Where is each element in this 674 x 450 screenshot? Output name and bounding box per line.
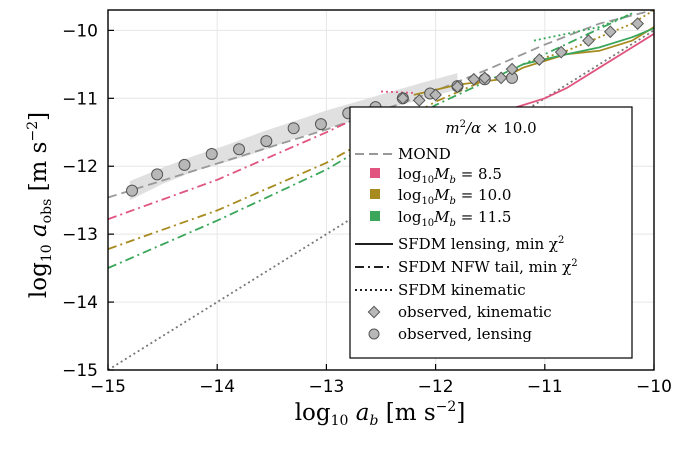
legend-observed-kinematic-marker <box>367 305 381 319</box>
legend-mb100-swatch <box>370 189 380 199</box>
legend-title: m2/α × 10.0 <box>445 119 536 137</box>
observed-kinematic-point <box>582 34 595 47</box>
observed-kinematic-point <box>494 71 508 85</box>
series-11-5-nfw-tail <box>107 12 633 269</box>
x-tick-label: −11 <box>527 377 563 397</box>
y-tick-label: −14 <box>62 293 98 313</box>
observed-kinematic-point <box>451 80 464 94</box>
legend-box <box>349 106 633 359</box>
legend-observed-lensing-marker <box>368 328 380 340</box>
y-tick-label: −11 <box>62 89 98 109</box>
observed-kinematic-point <box>478 71 492 85</box>
x-tick-label: −14 <box>199 377 235 397</box>
observed-kinematic-point <box>429 88 442 102</box>
observed-lensing-point <box>126 184 139 197</box>
observed-lensing-point <box>260 135 273 148</box>
observed-markers <box>126 17 644 197</box>
legend-observed-kinematic-label: observed, kinematic <box>398 303 552 321</box>
y-tick-label: −15 <box>62 361 98 381</box>
y-axis-label: log10 aobs [m s−2] <box>25 112 55 298</box>
observed-lensing-point <box>151 168 164 181</box>
legend: m2/α × 10.0 MOND log10Mb = 8.5 log10Mb =… <box>349 106 633 359</box>
x-tick-label: −12 <box>418 377 454 397</box>
y-tick-label: −13 <box>62 225 98 245</box>
axis-ticks: −15 −14 −13 −12 −11 −10 −15 −14 −13 −12 −11 −10 <box>62 21 672 397</box>
series-11-5-kinematic <box>533 12 633 42</box>
y-tick-label: −10 <box>62 21 98 41</box>
observed-lensing-point <box>287 122 300 135</box>
observed-lensing-point <box>178 158 191 171</box>
observed-kinematic-point <box>505 62 519 76</box>
y-tick-label: −12 <box>62 157 98 177</box>
x-tick-label: −15 <box>90 377 126 397</box>
series-8-5-kinematic <box>380 90 414 94</box>
x-axis-label: log10 ab [m s−2] <box>295 399 466 429</box>
plot-frame <box>107 9 655 371</box>
legend-kinematic-label: SFDM kinematic <box>398 281 526 299</box>
observed-lensing-point <box>205 148 218 160</box>
series-10-0-kinematic <box>522 9 655 66</box>
series-8-5-nfw-tail <box>107 121 349 221</box>
legend-lensing-label: SFDM lensing, min χ2 <box>398 235 564 253</box>
observed-kinematic-point <box>396 91 410 105</box>
legend-mb85-swatch <box>370 168 380 178</box>
legend-nfw-label: SFDM NFW tail, min χ2 <box>398 258 578 276</box>
x-tick-label: −13 <box>308 377 344 397</box>
x-tick-label: −10 <box>636 377 672 397</box>
observed-kinematic-point <box>532 53 546 66</box>
legend-mb115-swatch <box>370 211 380 221</box>
observed-lensing-point <box>233 143 246 156</box>
observed-kinematic-point <box>554 45 568 59</box>
observed-kinematic-point <box>467 72 481 86</box>
legend-observed-lensing-label: observed, lensing <box>398 325 532 343</box>
series-11-5-lensing <box>522 27 655 66</box>
observed-kinematic-point <box>412 93 426 107</box>
observed-kinematic-point <box>603 25 617 39</box>
observed-kinematic-point <box>631 17 644 30</box>
series-10-0-nfw-tail <box>107 77 491 250</box>
legend-mond-label: MOND <box>398 145 451 163</box>
observed-lensing-point <box>314 118 327 131</box>
